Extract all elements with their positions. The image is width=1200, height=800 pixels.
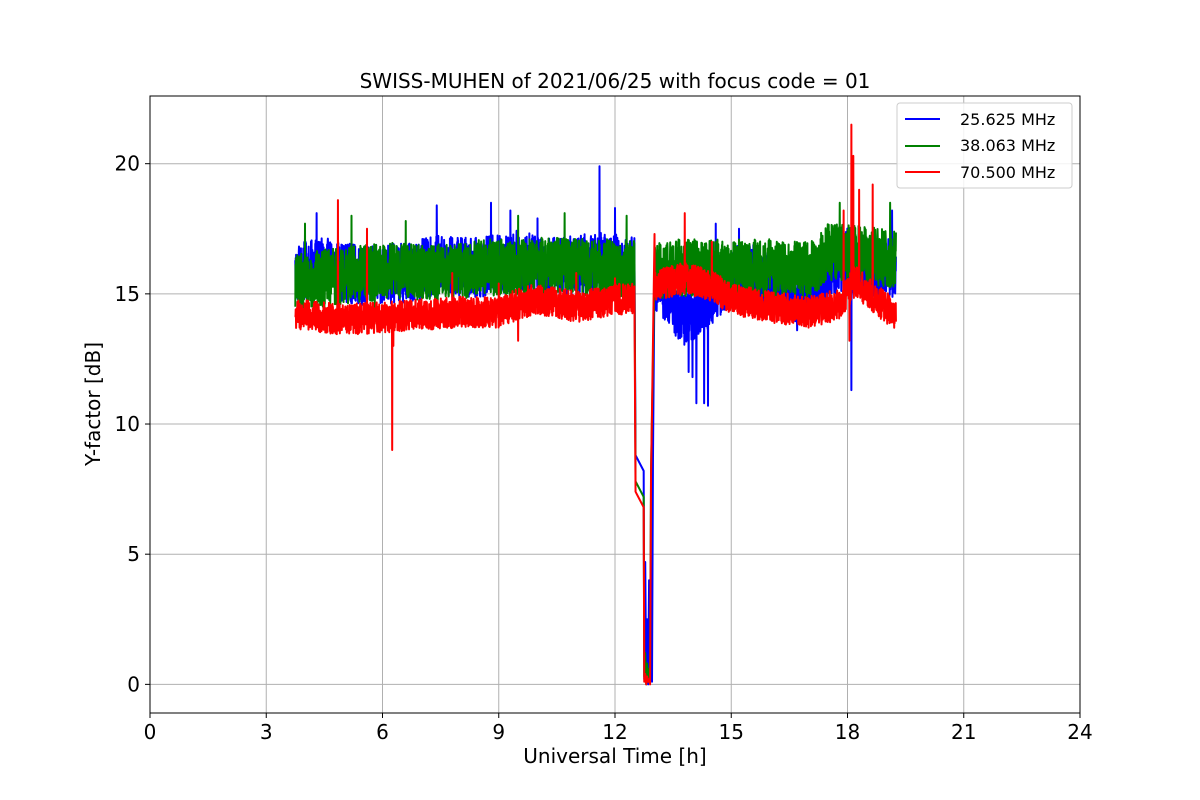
legend-label-2: 38.063 MHz [960, 136, 1055, 155]
x-tick-label: 21 [951, 720, 976, 744]
y-tick-label: 0 [127, 672, 140, 696]
legend: 25.625 MHz 38.063 MHz 70.500 MHz [896, 102, 1073, 189]
x-tick-label: 9 [492, 720, 505, 744]
x-tick-label: 12 [602, 720, 627, 744]
y-axis-label: Y-factor [dB] [81, 342, 105, 467]
series-line-3 [294, 123, 897, 686]
legend-box [896, 102, 1073, 189]
ticks: 0 3 6 9 12 15 18 21 24 0 5 10 15 20 [115, 152, 1093, 744]
y-tick-label: 5 [127, 542, 140, 566]
chart-title: SWISS-MUHEN of 2021/06/25 with focus cod… [360, 69, 871, 93]
y-tick-label: 20 [115, 152, 140, 176]
x-tick-label: 3 [260, 720, 273, 744]
series-line-2 [294, 201, 897, 686]
x-tick-label: 24 [1067, 720, 1092, 744]
x-tick-label: 15 [719, 720, 744, 744]
legend-label-3: 70.500 MHz [960, 163, 1055, 182]
y-tick-label: 10 [115, 412, 140, 436]
legend-label-1: 25.625 MHz [960, 110, 1055, 129]
y-tick-label: 15 [115, 282, 140, 306]
x-tick-label: 6 [376, 720, 389, 744]
series-layer [294, 123, 897, 686]
x-axis-label: Universal Time [h] [523, 744, 706, 768]
x-tick-label: 18 [835, 720, 860, 744]
x-tick-label: 0 [144, 720, 157, 744]
